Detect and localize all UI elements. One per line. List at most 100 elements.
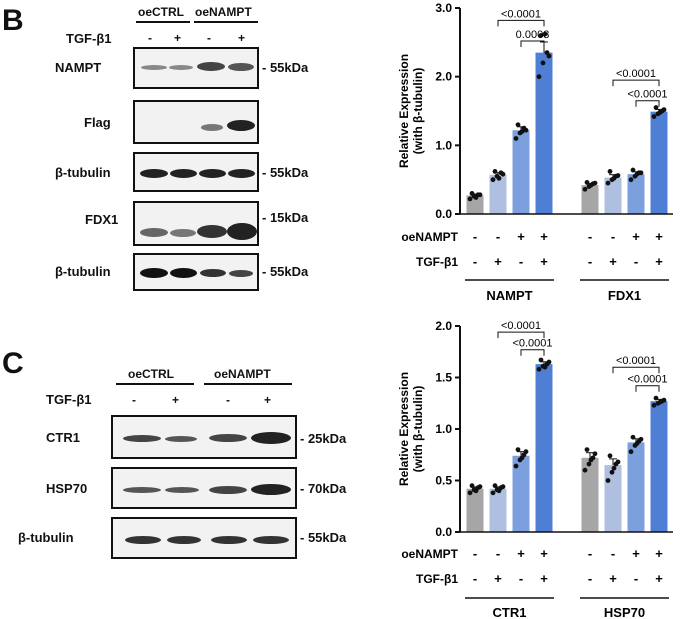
- data-point: [469, 483, 475, 489]
- y-tick-label: 3.0: [435, 1, 452, 15]
- blot-label-hsp70: HSP70: [46, 481, 88, 496]
- data-point: [586, 461, 592, 467]
- group-name: NAMPT: [486, 288, 532, 303]
- data-point: [477, 192, 483, 198]
- data-point: [607, 453, 613, 459]
- condition-sign: +: [540, 229, 548, 244]
- blot-label-flag: Flag: [84, 115, 111, 130]
- bar: [604, 465, 622, 532]
- group-label-oenampt: oeNAMPT: [214, 367, 271, 381]
- mw-label: - 25kDa: [300, 431, 347, 446]
- data-point: [653, 105, 659, 110]
- p-value-label: <0.0001: [501, 320, 541, 332]
- bar: [627, 442, 645, 532]
- condition-sign: -: [634, 571, 638, 586]
- significance-bracket: [635, 385, 660, 392]
- p-value-label: <0.0001: [627, 89, 667, 101]
- condition-sign: -: [473, 571, 477, 586]
- blot-beta-tubulin: [133, 152, 259, 192]
- data-point: [609, 469, 615, 475]
- data-point: [492, 483, 498, 489]
- y-axis-label: (with β-tubulin): [411, 386, 425, 473]
- data-point: [467, 196, 473, 202]
- condition-sign: +: [655, 254, 663, 269]
- condition-sign: +: [655, 546, 663, 561]
- data-point: [473, 195, 479, 200]
- blot-beta-tubulin: [133, 253, 259, 291]
- data-point: [490, 490, 496, 496]
- data-point: [592, 451, 598, 457]
- data-point: [542, 31, 548, 37]
- p-value-label: <0.0001: [627, 374, 667, 386]
- data-point: [657, 399, 663, 405]
- data-point: [634, 171, 640, 177]
- data-point: [588, 457, 594, 463]
- data-point: [615, 459, 621, 465]
- significance-bracket: [612, 79, 660, 87]
- condition-label: TGF-β1: [416, 255, 458, 269]
- condition-sign: +: [517, 546, 525, 561]
- mw-label: - 55kDa: [262, 264, 309, 279]
- blot-nampt: [133, 47, 259, 89]
- data-point: [523, 127, 529, 133]
- treatment-sign: -: [226, 393, 230, 407]
- condition-sign: +: [540, 254, 548, 269]
- blot-ctr1: [111, 415, 297, 459]
- condition-sign: +: [517, 229, 525, 244]
- condition-sign: +: [494, 571, 502, 586]
- data-point: [515, 447, 521, 452]
- data-point: [657, 109, 663, 115]
- condition-label: oeNAMPT: [401, 547, 458, 561]
- data-point: [467, 490, 473, 496]
- data-point: [605, 478, 611, 483]
- y-axis-label: (with β-tubulin): [411, 68, 425, 155]
- data-point: [651, 402, 657, 408]
- data-point: [515, 122, 521, 128]
- bar: [512, 130, 530, 214]
- data-point: [492, 169, 498, 174]
- data-point: [540, 60, 546, 66]
- blot-label-beta-tubulin: β-tubulin: [55, 264, 111, 279]
- y-tick-label: 2.0: [435, 319, 452, 333]
- treatment-sign: -: [148, 31, 152, 45]
- data-point: [536, 74, 542, 80]
- group-name: FDX1: [608, 288, 641, 303]
- bar: [489, 488, 507, 532]
- y-tick-label: 0.0: [435, 207, 452, 221]
- condition-sign: +: [632, 229, 640, 244]
- data-point: [469, 191, 475, 196]
- panel-letter-c: C: [2, 347, 24, 380]
- data-point: [519, 455, 525, 461]
- bar: [512, 455, 530, 532]
- data-point: [582, 186, 588, 192]
- data-point: [536, 366, 542, 372]
- bar: [604, 177, 622, 214]
- significance-bracket: [520, 40, 545, 47]
- bar-chart-nampt-fdx1: 0.0 1.0 2.0 3.0 Relative Expression (with β-t…: [397, 1, 673, 303]
- data-point: [538, 33, 544, 38]
- condition-sign: -: [473, 254, 477, 269]
- blot-hsp70: [111, 467, 297, 509]
- bar: [650, 401, 668, 532]
- blot-flag: [133, 100, 259, 144]
- treatment-sign: +: [264, 393, 272, 407]
- condition-label: oeNAMPT: [401, 230, 458, 244]
- data-point: [588, 182, 594, 188]
- data-point: [634, 441, 640, 446]
- condition-sign: +: [655, 571, 663, 586]
- data-point: [611, 465, 617, 471]
- blot-beta-tubulin: [111, 517, 297, 559]
- data-point: [500, 171, 506, 177]
- data-point: [630, 434, 636, 440]
- significance-bracket: [520, 349, 545, 356]
- p-value-label: 0.0003: [516, 29, 550, 41]
- bar: [581, 185, 599, 214]
- significance-bracket: [497, 19, 545, 27]
- group-label-oenampt: oeNAMPT: [195, 5, 252, 19]
- data-point: [584, 447, 590, 452]
- bar: [466, 488, 484, 532]
- mw-label: - 55kDa: [262, 165, 309, 180]
- treatment-label: TGF-β1: [46, 392, 92, 407]
- treatment-sign: +: [174, 31, 182, 45]
- data-point: [638, 436, 644, 442]
